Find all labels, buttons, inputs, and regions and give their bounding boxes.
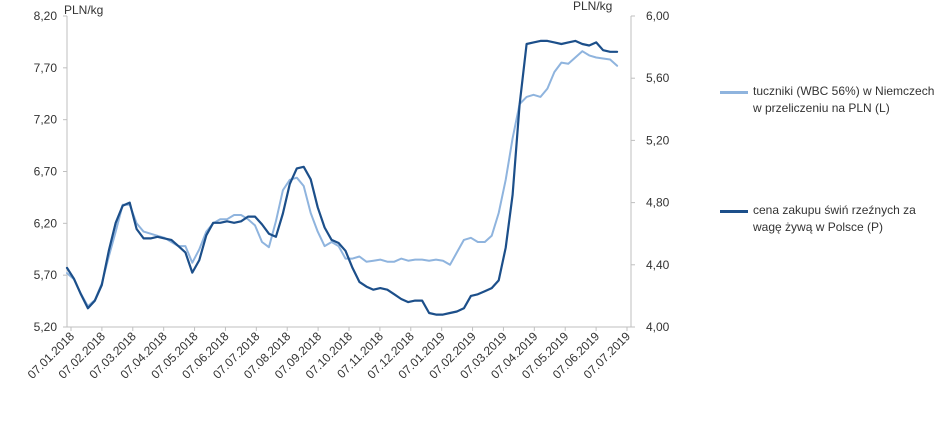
left-tick-label: 8,20 — [34, 9, 58, 23]
legend-label-pl: cena zakupu świń rzeźnych za wagę żywą w… — [753, 203, 916, 234]
series-lines — [65, 39, 619, 316]
left-axis-unit: PLN/kg — [64, 3, 103, 17]
right-tick-label: 5,20 — [646, 133, 670, 147]
series-line-germany — [66, 50, 619, 308]
legend-label-de: tuczniki (WBC 56%) w Niemczech w przelic… — [753, 84, 935, 115]
legend-swatch-de — [720, 91, 748, 94]
right-tick-label: 6,00 — [646, 9, 670, 23]
right-tick-label: 4,80 — [646, 196, 670, 210]
left-tick-label: 6,70 — [34, 165, 58, 179]
left-tick-label: 5,20 — [34, 320, 58, 334]
left-tick-label: 7,70 — [34, 61, 58, 75]
axes-group: 8,20 7,70 7,20 6,70 6,20 5,70 5,20 6,00 5,60 5,20… — [25, 9, 670, 382]
right-tick-label: 4,40 — [646, 258, 670, 272]
legend-swatch-pl — [720, 210, 748, 213]
left-tick-label: 7,20 — [34, 113, 58, 127]
left-tick-label: 5,70 — [34, 268, 58, 282]
right-axis-unit: PLN/kg — [573, 0, 612, 13]
left-tick-label: 6,20 — [34, 216, 58, 230]
right-tick-label: 4,00 — [646, 320, 670, 334]
right-tick-label: 5,60 — [646, 71, 670, 85]
series-line-poland — [65, 39, 619, 316]
